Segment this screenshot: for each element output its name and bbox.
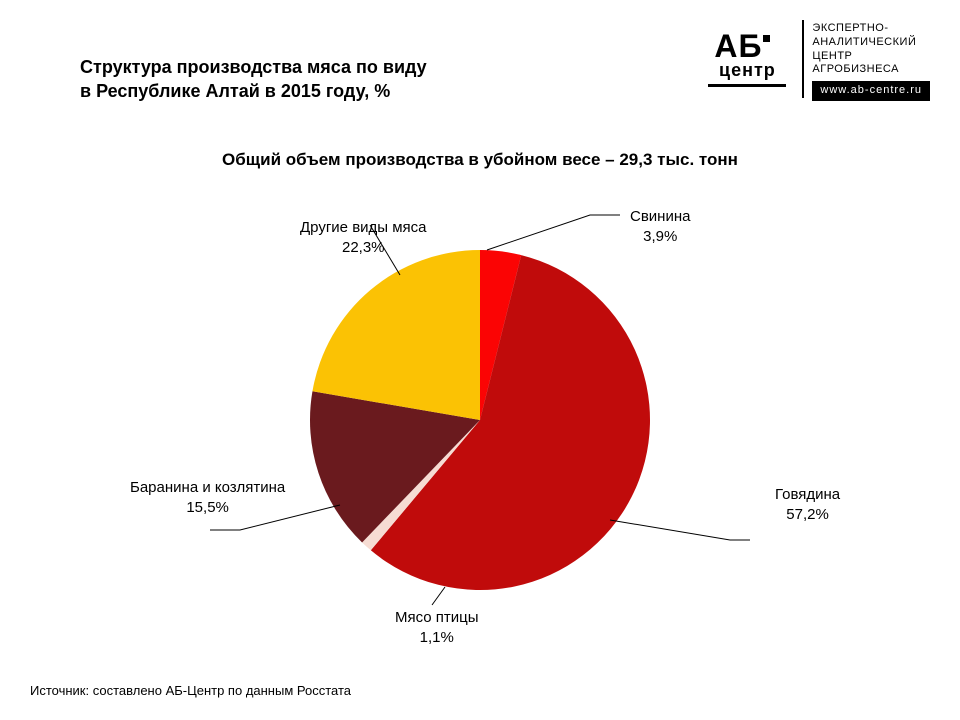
source-attribution: Источник: составлено АБ-Центр по данным … bbox=[30, 683, 351, 698]
logo-underline bbox=[708, 84, 786, 87]
ab-center-logo: АБ центр ЭКСПЕРТНО- АНАЛИТИЧЕСКИЙ ЦЕНТР … bbox=[700, 20, 930, 98]
slice-label: Баранина и козлятина15,5% bbox=[130, 478, 285, 517]
title-line1: Структура производства мяса по виду bbox=[80, 55, 427, 79]
logo-tag-1: ЭКСПЕРТНО- bbox=[812, 22, 930, 36]
logo-separator bbox=[802, 20, 804, 98]
pie-chart bbox=[0, 0, 960, 720]
title-line2: в Республике Алтай в 2015 году, % bbox=[80, 79, 427, 103]
pie-slice bbox=[480, 250, 521, 420]
logo-url: www.ab-centre.ru bbox=[812, 81, 930, 101]
pie-slice bbox=[371, 255, 650, 590]
leader-line bbox=[487, 215, 620, 250]
chart-title: Структура производства мяса по виду в Ре… bbox=[80, 55, 427, 104]
leader-line bbox=[610, 520, 750, 540]
pie-slice bbox=[312, 250, 480, 420]
logo-tagline: ЭКСПЕРТНО- АНАЛИТИЧЕСКИЙ ЦЕНТР АГРОБИЗНЕ… bbox=[812, 20, 930, 98]
chart-subtitle: Общий объем производства в убойном весе … bbox=[0, 150, 960, 170]
logo-tag-2: АНАЛИТИЧЕСКИЙ bbox=[812, 36, 930, 50]
slice-label: Свинина3,9% bbox=[630, 207, 690, 246]
leader-line bbox=[432, 587, 445, 605]
slice-label: Говядина57,2% bbox=[775, 485, 840, 524]
slice-label: Другие виды мяса22,3% bbox=[300, 218, 427, 257]
logo-tag-3: ЦЕНТР bbox=[812, 50, 930, 64]
logo-mark: АБ центр bbox=[700, 20, 794, 98]
slice-label: Мясо птицы1,1% bbox=[395, 608, 479, 647]
pie-slice bbox=[362, 420, 480, 550]
logo-tag-4: АГРОБИЗНЕСА bbox=[812, 63, 930, 77]
logo-ab-text: АБ bbox=[714, 31, 780, 61]
pie-slice bbox=[310, 391, 480, 542]
